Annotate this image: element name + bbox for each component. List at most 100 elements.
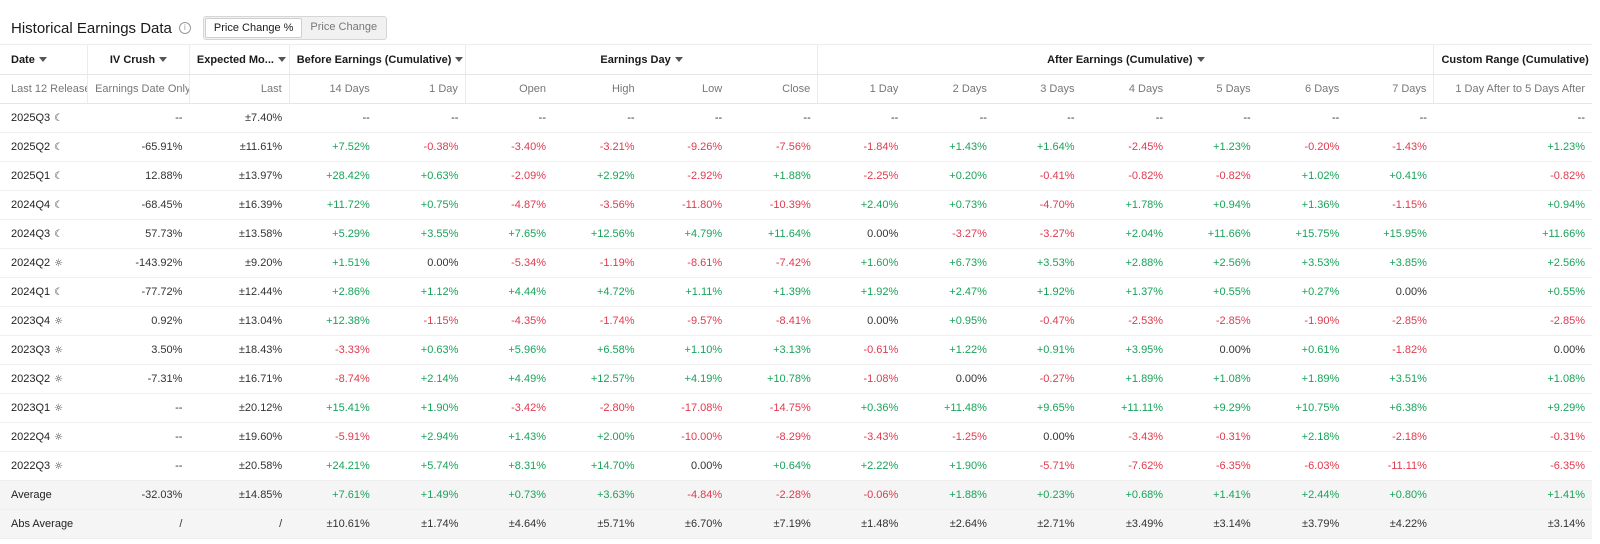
table-cell: -3.40% xyxy=(465,132,553,162)
subheader-custom-range: 1 Day After to 5 Days After xyxy=(1433,74,1592,104)
table-cell: +9.65% xyxy=(993,393,1082,423)
date-column-header[interactable]: Date xyxy=(0,44,89,75)
table-cell: 0.00% xyxy=(817,306,906,336)
table-cell: +1.64% xyxy=(993,132,1082,162)
table-cell: ±16.39% xyxy=(189,190,290,220)
summary-cell: +0.80% xyxy=(1346,480,1434,510)
row-date: 2023Q3 ☼ xyxy=(0,335,88,365)
table-cell: ±7.40% xyxy=(189,103,290,133)
table-cell: -- xyxy=(376,103,466,133)
table-cell: -7.56% xyxy=(729,132,818,162)
table-row: 2022Q4 ☼ -- ±19.60% -5.91% +2.94% +1.43% +2.00%… xyxy=(0,422,1592,452)
table-cell: +10.75% xyxy=(1257,393,1347,423)
expected-move-column-header[interactable]: Expected Mo... xyxy=(189,44,290,75)
quarter-label: 2023Q4 xyxy=(11,315,51,327)
summary-cell: ±4.22% xyxy=(1346,509,1434,539)
table-cell: -1.15% xyxy=(376,306,466,336)
table-cell: +12.56% xyxy=(552,219,642,249)
table-cell: +1.92% xyxy=(817,277,906,307)
table-cell: +11.66% xyxy=(1433,219,1592,249)
table-cell: 0.00% xyxy=(817,219,906,249)
table-cell: +1.51% xyxy=(289,248,377,278)
table-cell: +12.38% xyxy=(289,306,377,336)
table-cell: -0.20% xyxy=(1257,132,1347,162)
view-toggle: Price Change % Price Change xyxy=(202,16,388,40)
table-cell: +28.42% xyxy=(289,161,377,191)
table-row: 2024Q1 ☾ -77.72% ±12.44% +2.86% +1.12% +4.44% +… xyxy=(0,277,1592,307)
summary-cell: ±4.64% xyxy=(465,509,553,539)
table-cell: ±18.43% xyxy=(189,335,290,365)
table-cell: -1.15% xyxy=(1346,190,1434,220)
table-cell: +2.22% xyxy=(817,451,906,481)
table-cell: -1.25% xyxy=(905,422,994,452)
table-cell: -2.25% xyxy=(817,161,906,191)
quarter-label: 2025Q1 xyxy=(11,170,51,182)
table-cell: 0.00% xyxy=(1433,335,1592,365)
table-cell: -9.57% xyxy=(641,306,730,336)
subheader-after-4-days: 4 Days xyxy=(1081,74,1171,104)
subheader-close: Close xyxy=(729,74,819,104)
row-date: 2022Q3 ☼ xyxy=(0,451,88,481)
summary-cell: +1.88% xyxy=(905,480,994,510)
price-change-button[interactable]: Price Change xyxy=(310,21,378,33)
summary-cell: +0.23% xyxy=(993,480,1082,510)
table-cell: -1.08% xyxy=(817,364,906,394)
table-cell: +1.08% xyxy=(1170,364,1258,394)
table-cell: -11.80% xyxy=(641,190,730,220)
table-cell: -- xyxy=(1170,103,1258,133)
table-cell: -- xyxy=(1433,103,1592,133)
before-earnings-header[interactable]: Before Earnings (Cumulative) xyxy=(289,44,466,75)
iv-crush-column-header[interactable]: IV Crush xyxy=(87,44,190,75)
table-cell: ±9.20% xyxy=(189,248,290,278)
summary-cell: ±1.48% xyxy=(817,509,906,539)
chevron-down-icon xyxy=(38,57,47,63)
table-cell: +1.60% xyxy=(817,248,906,278)
subheader-after-3-days: 3 Days xyxy=(993,74,1082,104)
table-cell: -3.21% xyxy=(552,132,642,162)
table-cell: -5.71% xyxy=(993,451,1082,481)
info-icon[interactable]: i xyxy=(178,22,191,34)
table-cell: +11.11% xyxy=(1081,393,1171,423)
summary-cell: ±5.71% xyxy=(552,509,642,539)
table-cell: +3.13% xyxy=(729,335,818,365)
table-cell: -- xyxy=(289,103,377,133)
subheader-after-7-days: 7 Days xyxy=(1346,74,1435,104)
moon-icon: ☾ xyxy=(54,229,64,240)
table-cell: +3.51% xyxy=(1346,364,1434,394)
table-cell: +15.95% xyxy=(1346,219,1434,249)
summary-cell: +1.41% xyxy=(1170,480,1258,510)
table-cell: 0.92% xyxy=(87,306,190,336)
table-cell: ±13.58% xyxy=(189,219,290,249)
subheader-after-5-days: 5 Days xyxy=(1170,74,1258,104)
table-row: 2025Q3 ☾ -- ±7.40% -- -- -- -- -- -- -- -- -- -- -- -- -… xyxy=(0,103,1592,133)
table-cell: +0.73% xyxy=(905,190,994,220)
table-cell: 0.00% xyxy=(993,422,1082,452)
table-cell: -68.45% xyxy=(87,190,190,220)
subheader-open: Open xyxy=(465,74,553,104)
summary-cell: -0.06% xyxy=(817,480,906,510)
quarter-label: 2022Q3 xyxy=(11,460,51,472)
table-cell: +2.47% xyxy=(905,277,994,307)
table-cell: -2.53% xyxy=(1081,306,1171,336)
sun-icon: ☼ xyxy=(54,258,64,269)
price-change-pct-button[interactable]: Price Change % xyxy=(204,18,303,38)
table-cell: +0.63% xyxy=(376,161,466,191)
table-cell: +2.56% xyxy=(1433,248,1592,278)
table-cell: +11.72% xyxy=(289,190,377,220)
summary-cell: ±3.14% xyxy=(1170,509,1258,539)
summary-cell: -4.84% xyxy=(641,480,730,510)
after-earnings-header[interactable]: After Earnings (Cumulative) xyxy=(817,44,1435,75)
table-cell: +1.78% xyxy=(1081,190,1171,220)
table-cell: +2.40% xyxy=(817,190,906,220)
table-cell: +0.61% xyxy=(1257,335,1347,365)
table-cell: +0.95% xyxy=(905,306,994,336)
table-cell: -2.09% xyxy=(465,161,553,191)
table-cell: +14.70% xyxy=(552,451,642,481)
row-date: 2024Q3 ☾ xyxy=(0,219,88,249)
table-row: 2024Q2 ☼ -143.92% ±9.20% +1.51% 0.00% -5.34% -1… xyxy=(0,248,1592,278)
table-cell: -3.56% xyxy=(552,190,642,220)
earnings-day-header[interactable]: Earnings Day xyxy=(465,44,819,75)
custom-range-header[interactable]: Custom Range (Cumulative) xyxy=(1433,44,1592,75)
table-cell: -4.87% xyxy=(465,190,553,220)
